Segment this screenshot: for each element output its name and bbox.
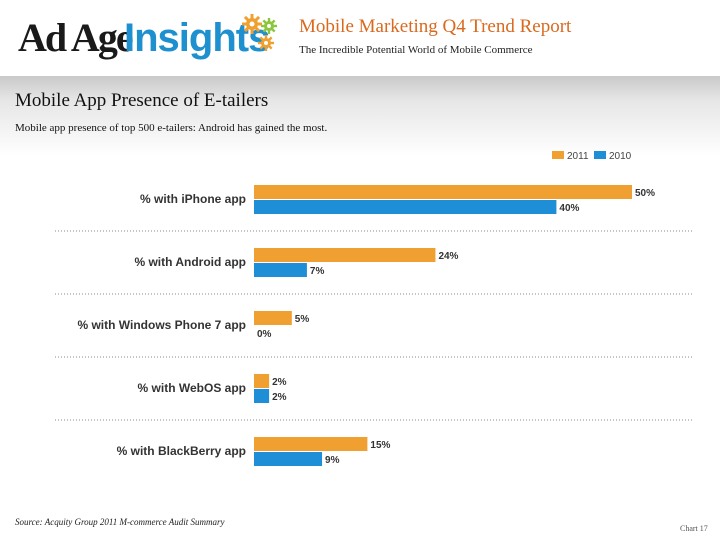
data-label-2010: 40% bbox=[559, 203, 579, 214]
category-label: % with Windows Phone 7 app bbox=[77, 318, 246, 332]
data-label-2010: 0% bbox=[257, 329, 272, 340]
data-label-2011: 50% bbox=[635, 188, 655, 199]
legend-swatch-2010 bbox=[594, 151, 606, 159]
header: Ad Age Insights Mobile Marketing Q bbox=[0, 0, 720, 76]
data-label-2010: 9% bbox=[325, 455, 340, 466]
data-label-2011: 15% bbox=[370, 440, 390, 451]
page-subtitle: Mobile app presence of top 500 e-tailers… bbox=[15, 122, 328, 134]
legend-label-2010: 2010 bbox=[609, 151, 632, 162]
bar-chart: 2011 2010 % with iPhone app 50% 40% % with An… bbox=[55, 151, 694, 466]
category-label: % with WebOS app bbox=[138, 381, 246, 395]
bar-2011 bbox=[254, 437, 368, 451]
data-label-2010: 2% bbox=[272, 392, 287, 403]
bar-2010 bbox=[254, 389, 270, 403]
bar-2011 bbox=[254, 311, 292, 325]
bar-2011 bbox=[254, 374, 270, 388]
category-label: % with Android app bbox=[134, 255, 246, 269]
source-note: Source: Acquity Group 2011 M-commerce Au… bbox=[15, 517, 225, 527]
report-subtitle: The Incredible Potential World of Mobile… bbox=[299, 44, 533, 56]
legend-swatch-2011 bbox=[552, 151, 564, 159]
category-label: % with BlackBerry app bbox=[117, 444, 246, 458]
bar-2011 bbox=[254, 248, 436, 262]
report-title: Mobile Marketing Q4 Trend Report bbox=[299, 16, 572, 37]
data-label-2011: 2% bbox=[272, 377, 287, 388]
bar-2011 bbox=[254, 185, 632, 199]
gears-icon bbox=[242, 14, 277, 51]
data-label-2011: 5% bbox=[295, 314, 310, 325]
page-title: Mobile App Presence of E-tailers bbox=[15, 90, 269, 111]
bar-2010 bbox=[254, 200, 557, 214]
category-label: % with iPhone app bbox=[140, 192, 246, 206]
data-label-2011: 24% bbox=[438, 251, 458, 262]
bar-2010 bbox=[254, 452, 323, 466]
title-band bbox=[0, 76, 720, 156]
data-label-2010: 7% bbox=[310, 266, 325, 277]
bar-2010 bbox=[254, 263, 307, 277]
ad-age-logo: Ad Age bbox=[18, 15, 134, 60]
legend-label-2011: 2011 bbox=[567, 151, 589, 162]
chart-number: Chart 17 bbox=[680, 524, 708, 533]
